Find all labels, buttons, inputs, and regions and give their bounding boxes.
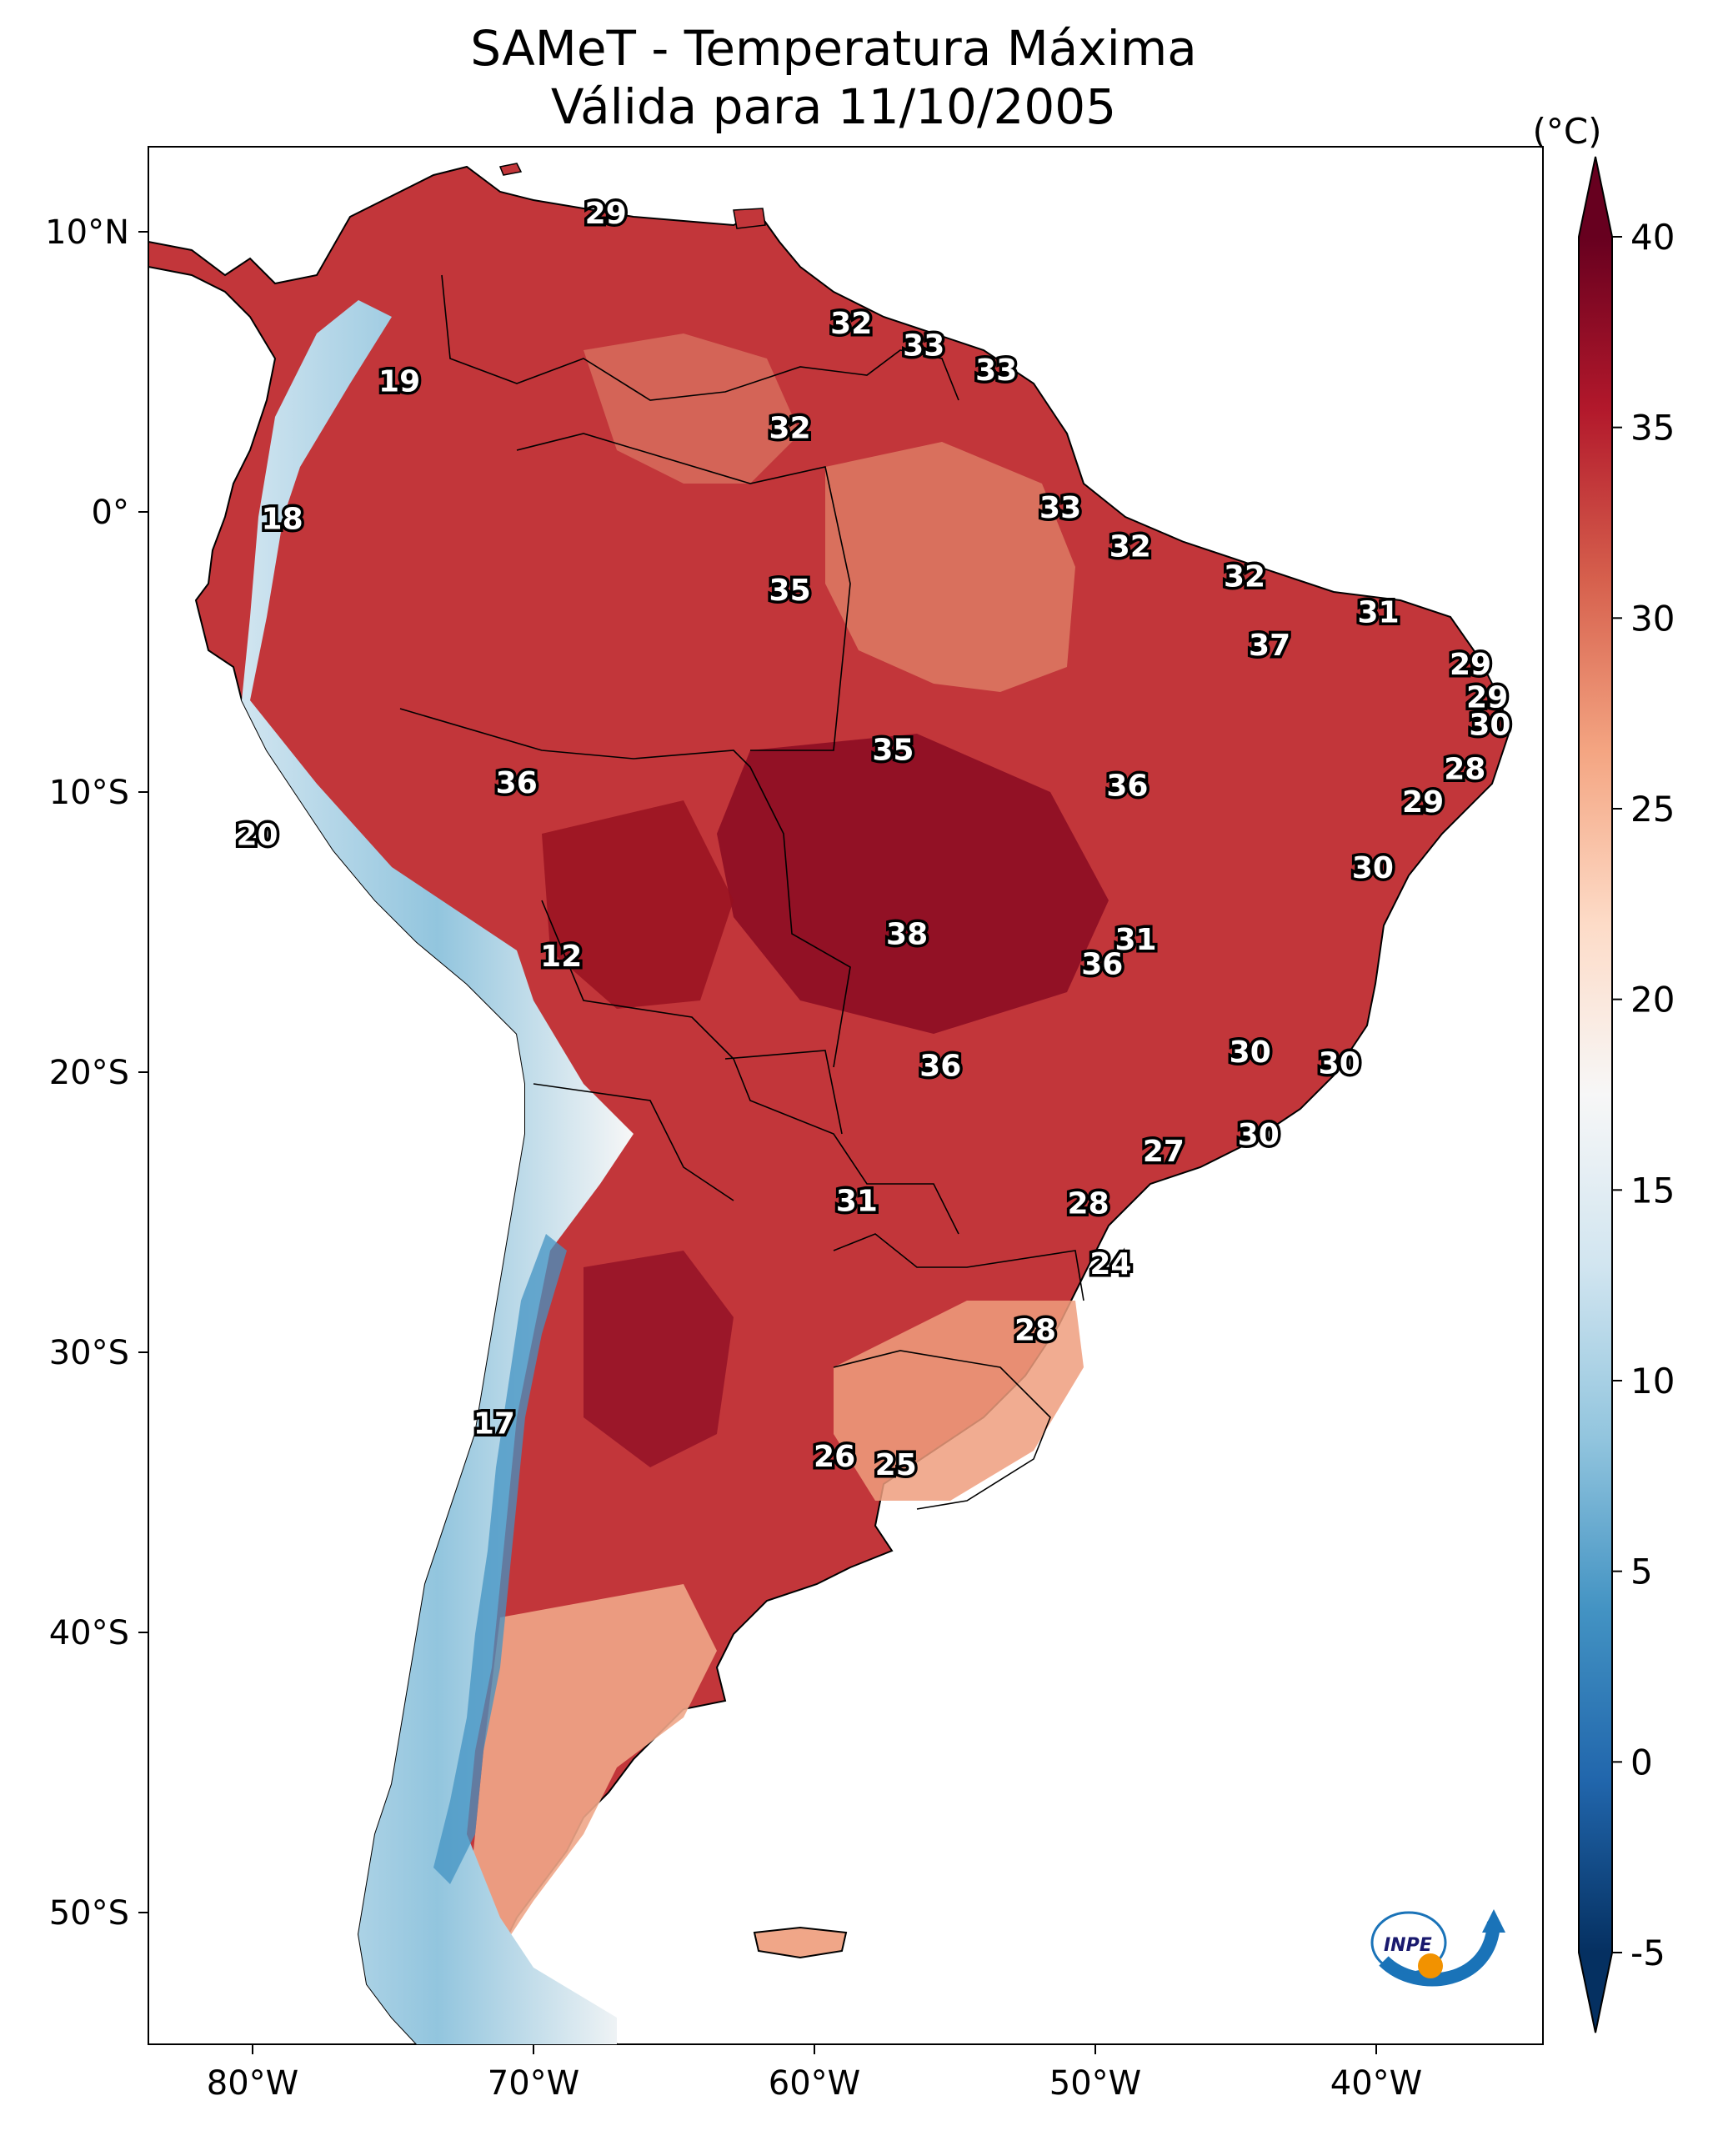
station-value-label: 29: [1466, 681, 1508, 715]
station-value-label: 28: [1444, 753, 1485, 787]
station-value-label: 20: [236, 819, 278, 853]
station-value-label: 36: [1106, 769, 1148, 803]
station-value-label: 31: [836, 1184, 878, 1218]
station-value-label: 38: [886, 917, 928, 951]
station-value-label: 30: [1238, 1118, 1280, 1152]
inpe-logo-orbit: [1370, 1911, 1447, 1974]
inpe-logo-orange-dot: [1418, 1953, 1443, 1978]
colorbar-tick-label: 10: [1630, 1361, 1675, 1401]
station-value-label: 36: [919, 1050, 961, 1084]
lat-label-40s: 40°S: [49, 1614, 129, 1652]
andes-cold-band: [242, 300, 634, 2044]
colorbar-tick-label: 35: [1630, 408, 1675, 449]
station-value-label: 30: [1230, 1035, 1271, 1070]
station-value-label: 27: [1143, 1135, 1185, 1169]
station-value-label: 29: [585, 197, 627, 231]
colorbar-tick-label: 0: [1630, 1742, 1653, 1782]
station-value-label: 25: [875, 1448, 917, 1482]
lat-label-30s: 30°S: [49, 1334, 129, 1372]
station-value-label: 12: [540, 940, 582, 974]
colorbar-tick-label: 30: [1630, 598, 1675, 639]
southern-brazil-cooler-region: [834, 1301, 1084, 1501]
inpe-logo-text: INPE: [1384, 1935, 1432, 1956]
guiana-lighter-region: [584, 333, 800, 484]
lat-label-20s: 20°S: [49, 1054, 129, 1092]
lon-label-80w: 80°W: [207, 2064, 298, 2103]
station-value-label: 26: [814, 1440, 855, 1474]
station-value-label: 36: [496, 766, 538, 800]
station-value-label: 33: [903, 329, 944, 364]
station-value-label: 28: [1068, 1187, 1109, 1221]
colorbar-max-extension: [1579, 157, 1612, 237]
lon-label-60w: 60°W: [769, 2064, 860, 2103]
chaco-hot-region: [584, 1251, 734, 1467]
station-value-label: 35: [769, 574, 811, 608]
lon-label-70w: 70°W: [488, 2064, 579, 2103]
andes-coldest-core: [433, 1234, 567, 1884]
colorbar-unit: (°C): [1532, 111, 1601, 152]
lon-label-50w: 50°W: [1049, 2064, 1141, 2103]
falkland-islands: [753, 1926, 848, 1959]
station-value-label: 32: [1109, 529, 1151, 564]
station-value-label: 30: [1469, 709, 1510, 743]
map-content: [148, 163, 1510, 2044]
station-value-label: 37: [1249, 629, 1290, 663]
colorbar-tick-label: 15: [1630, 1170, 1675, 1211]
lat-label-10s: 10°S: [49, 774, 129, 812]
station-value-label: 33: [1039, 491, 1081, 525]
station-value-label: 31: [1358, 596, 1400, 630]
patagonia-cooler-region: [467, 1584, 717, 1951]
title-line-1: SAMeT - Temperatura Máxima: [470, 20, 1197, 77]
colorbar-ticks: 40 35 30 25 20 15 10 5 0 -5: [1612, 217, 1675, 1973]
station-value-label: 19: [378, 364, 420, 399]
lat-label-50s: 50°S: [49, 1894, 129, 1933]
colorbar-tick-label: 40: [1630, 217, 1675, 258]
station-value-label: 32: [1224, 560, 1265, 594]
colorbar-tick-label: 20: [1630, 980, 1675, 1020]
lon-label-40w: 40°W: [1330, 2064, 1422, 2103]
inpe-logo-arrow-icon: [1482, 1909, 1505, 1933]
bolivia-hot-region: [542, 800, 734, 1009]
title-line-2: Válida para 11/10/2005: [551, 78, 1116, 135]
station-value-label: 33: [975, 353, 1017, 388]
station-value-label: 29: [1402, 785, 1444, 820]
colorbar-min-extension: [1579, 1953, 1612, 2033]
colorbar: (°C) 40 35 30 25 20 15 10 5 0 -5: [1532, 111, 1675, 2033]
colorbar-tick-label: 5: [1630, 1552, 1653, 1592]
country-borders: [399, 274, 1084, 1510]
axis-ticks: [138, 231, 1377, 2054]
station-value-label: 30: [1352, 851, 1394, 885]
colorbar-tick-label: 25: [1630, 789, 1675, 830]
amazon-lighter-region: [825, 442, 1075, 692]
station-value-label: 17: [473, 1407, 515, 1442]
colorbar-tick-label: -5: [1630, 1933, 1665, 1973]
inpe-logo: INPE: [1370, 1909, 1505, 1987]
station-value-label: 36: [1081, 948, 1123, 982]
central-brazil-hot-region: [717, 734, 1109, 1034]
station-value-label: 28: [1014, 1313, 1056, 1347]
caribbean-islands: [498, 163, 766, 229]
station-value-label: 32: [830, 307, 872, 341]
station-value-label: 24: [1089, 1247, 1131, 1281]
station-value-label: 18: [262, 502, 303, 536]
station-value-label: 31: [1114, 923, 1156, 957]
station-value-label: 35: [872, 733, 914, 767]
station-value-label: 30: [1319, 1046, 1360, 1081]
station-value-label: 29: [1450, 648, 1491, 682]
lat-label-0: 0°: [92, 494, 129, 532]
station-value-label: 32: [769, 412, 811, 446]
lat-label-10n: 10°N: [45, 213, 129, 252]
colorbar-body: [1579, 237, 1612, 1953]
